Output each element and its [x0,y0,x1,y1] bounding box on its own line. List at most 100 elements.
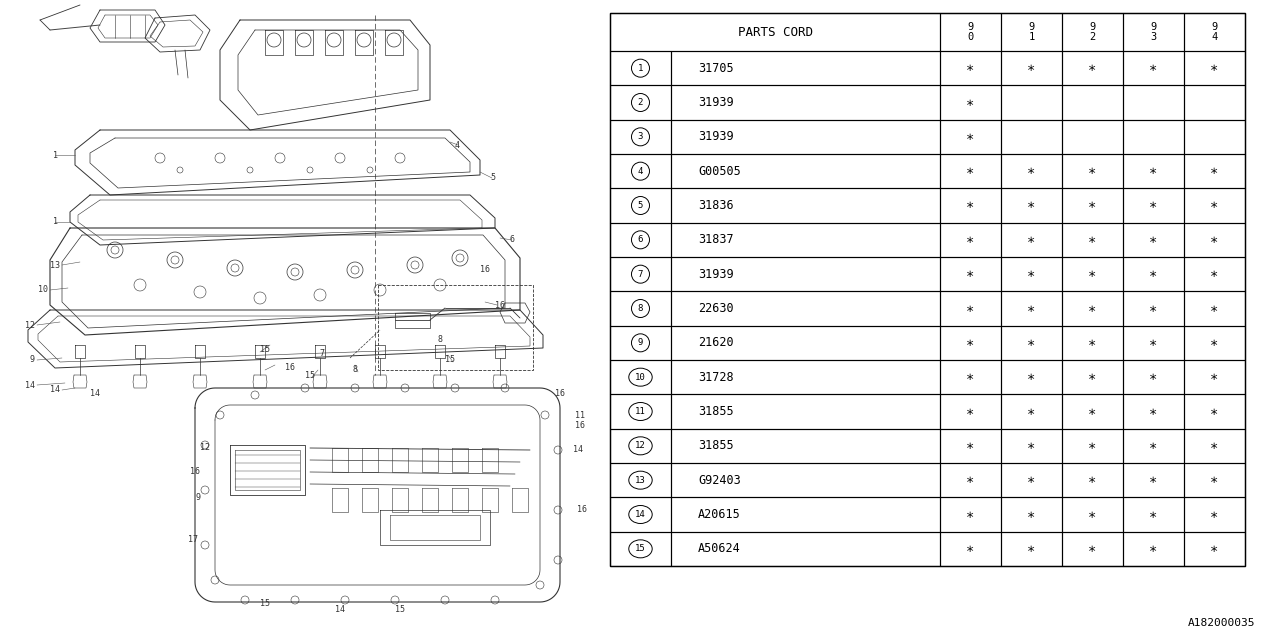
Text: ∗: ∗ [1149,404,1157,419]
Bar [1184,291,1245,326]
Text: ∗: ∗ [1149,61,1157,75]
Text: 9
0: 9 0 [968,22,974,42]
Text: 31939: 31939 [698,131,733,143]
Text: ∗: ∗ [1149,370,1157,384]
Text: 31855: 31855 [698,439,733,452]
Bar [1123,497,1184,532]
Bar [1001,429,1062,463]
Text: ∗: ∗ [1149,439,1157,453]
Text: 31939: 31939 [698,96,733,109]
Bar [611,13,940,51]
Text: ∗: ∗ [1211,542,1219,556]
Text: 11: 11 [575,410,585,419]
Text: 17: 17 [188,536,198,545]
Bar [1184,154,1245,188]
Text: 13: 13 [635,476,646,484]
Bar [1184,326,1245,360]
Text: 8: 8 [438,335,443,344]
Text: 2: 2 [637,98,643,107]
Text: ∗: ∗ [966,336,975,350]
Text: 1: 1 [52,218,58,227]
Text: ∗: ∗ [1088,267,1097,281]
Bar [1062,120,1123,154]
Bar [940,154,1001,188]
Bar [671,497,940,532]
Bar [1062,360,1123,394]
Text: ∗: ∗ [1211,473,1219,487]
Bar [1062,188,1123,223]
Text: ∗: ∗ [1028,233,1036,247]
Text: ∗: ∗ [1088,473,1097,487]
Text: 15: 15 [445,355,454,365]
Text: 5: 5 [637,201,643,210]
Text: ∗: ∗ [966,198,975,212]
Bar [1123,394,1184,429]
Text: 14: 14 [573,445,582,454]
Bar [1123,326,1184,360]
Text: 5: 5 [490,173,495,182]
Text: ∗: ∗ [966,370,975,384]
Text: A50624: A50624 [698,542,741,556]
Text: ∗: ∗ [1211,301,1219,316]
Bar [1062,13,1123,51]
Text: ∗: ∗ [1211,404,1219,419]
Bar [1001,497,1062,532]
Text: ∗: ∗ [1149,233,1157,247]
Bar [1062,291,1123,326]
Text: ∗: ∗ [966,473,975,487]
Bar [1001,223,1062,257]
Bar [1184,429,1245,463]
Text: ∗: ∗ [1211,267,1219,281]
Bar [671,51,940,85]
Text: ∗: ∗ [1088,439,1097,453]
Bar [1184,532,1245,566]
Text: ∗: ∗ [1088,404,1097,419]
Bar [940,51,1001,85]
Bar [671,188,940,223]
Bar [1062,429,1123,463]
Bar [1062,51,1123,85]
Text: 31939: 31939 [698,268,733,281]
Text: 9: 9 [29,355,35,365]
Bar [671,532,940,566]
Text: 16: 16 [556,388,564,397]
Bar [1001,463,1062,497]
Text: ∗: ∗ [1149,508,1157,522]
Bar [1184,463,1245,497]
Text: PARTS CORD: PARTS CORD [737,26,813,38]
Bar [1123,532,1184,566]
Text: 3: 3 [637,132,643,141]
Text: ∗: ∗ [1088,370,1097,384]
Bar [1062,223,1123,257]
Text: G00505: G00505 [698,164,741,178]
Text: ∗: ∗ [1211,198,1219,212]
Text: 14: 14 [26,381,35,390]
Text: ∗: ∗ [1149,473,1157,487]
Text: 31705: 31705 [698,61,733,75]
Text: 1: 1 [52,150,58,159]
Text: 9: 9 [195,493,200,502]
Bar [1001,257,1062,291]
Bar [1001,51,1062,85]
Bar [940,13,1001,51]
Bar [611,223,671,257]
Text: 9
4: 9 4 [1211,22,1217,42]
Text: 9
1: 9 1 [1028,22,1034,42]
Text: ∗: ∗ [1211,370,1219,384]
Bar [940,257,1001,291]
Bar [1001,85,1062,120]
Bar [940,223,1001,257]
Bar [1123,51,1184,85]
Bar [611,291,671,326]
Text: ∗: ∗ [1149,542,1157,556]
Bar [671,463,940,497]
Bar [671,360,940,394]
Bar [1001,13,1062,51]
Bar [940,188,1001,223]
Bar [940,85,1001,120]
Bar [1123,223,1184,257]
Text: ∗: ∗ [966,508,975,522]
Bar [1062,394,1123,429]
Bar [671,326,940,360]
Bar [1062,85,1123,120]
